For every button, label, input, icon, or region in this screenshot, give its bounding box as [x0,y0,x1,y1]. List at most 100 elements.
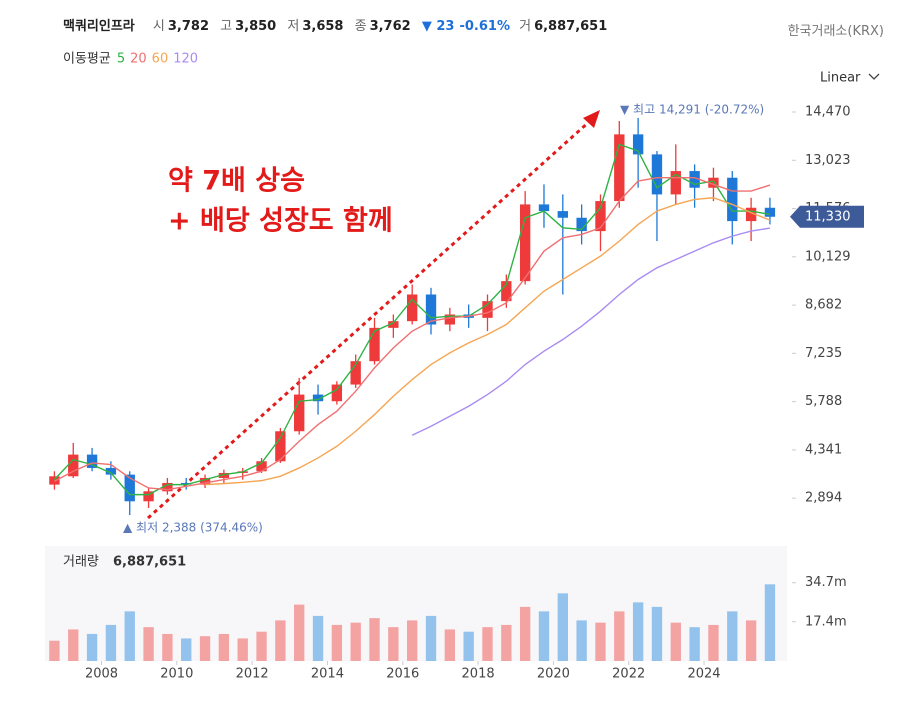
y-tick-label: 7,235 [805,346,842,361]
arrow-head [583,110,600,128]
candle-body [294,394,305,432]
candle-body [576,217,587,232]
x-tick-label: 2024 [687,667,720,682]
change: ▼ 23 [421,19,455,34]
volume-bar [406,620,418,661]
candle-body [708,177,719,188]
volume-bar [463,631,474,661]
volume-bar [689,627,700,661]
volume-bar [294,604,305,661]
volume-bar [218,633,230,661]
legend-entry: 20 [130,52,147,67]
candle-body [519,204,531,282]
y-tick-label: 34.7m [805,575,847,590]
candle-body [425,294,437,325]
candle-body [181,482,192,485]
candle-body [482,301,493,318]
volume-bar [708,624,719,661]
quote-label: 거 [519,19,532,34]
x-tick-label: 2016 [386,667,419,682]
volume-bar [312,615,324,661]
y-tick-label: 17.4m [805,614,847,629]
chevron[interactable] [868,73,880,80]
candle-body [727,177,738,222]
candle-body [312,394,324,402]
quote-label: 고 [220,19,233,34]
volume-bar [538,611,550,661]
y-tick-label: 5,788 [805,394,842,409]
volume-bar [727,611,738,661]
candle-body [143,491,154,502]
candle-body [331,384,343,402]
change-rate: -0.61% [459,19,510,34]
candle-body [124,474,135,502]
high-annotation: ▼ 최고 14,291 (-20.72%) [620,103,764,117]
x-tick-label: 2008 [85,667,118,682]
ma-line [53,143,771,496]
volume-bar [49,640,60,661]
last-price-label: 11,330 [805,209,851,224]
y-tick-label: 8,682 [805,298,842,313]
volume-bar [745,620,757,661]
volume-bar [331,624,343,661]
candle-body [538,204,550,212]
last-price-tag [790,205,864,228]
candle-body [557,211,568,218]
volume-bar [632,602,644,661]
volume-bar [105,624,117,661]
callout: 약 7배 상승 [168,166,305,197]
x-tick-label: 2012 [236,667,269,682]
quote-label: 저 [287,19,300,34]
legend-entry: 120 [173,52,198,67]
candle-body [256,461,267,472]
callout: + 배당 성장도 함께 [168,206,393,237]
volume-bar [444,629,456,661]
ma-line [411,227,771,436]
volume-bar [124,611,135,661]
legend-title: 이동평균 [63,52,111,67]
candle-body [745,207,757,222]
legend-entry: 5 [117,52,125,67]
legend-entry: 60 [152,52,169,67]
volume-bar [651,606,663,661]
quote-value: 6,887,651 [534,19,608,34]
candle-body [49,476,60,485]
candle-body [68,454,79,477]
quote-label: 시 [152,19,165,34]
scale-toggle[interactable]: Linear [820,71,861,86]
volume-bar [557,593,568,661]
candle-body [388,321,399,328]
volume-bar [576,620,587,661]
volume-bar [68,629,79,661]
candle-body [595,201,606,232]
volume-bar [143,627,154,661]
volume-bar [162,633,173,661]
trend-arrow [146,119,592,520]
candle-body [689,171,700,188]
volume-bar [670,622,681,661]
candle-body [199,477,211,485]
x-tick-label: 2022 [612,667,645,682]
y-tick-label: 2,894 [805,491,842,506]
stock-name: 맥쿼리인프라 [63,19,135,34]
quote-value: 3,762 [369,19,411,34]
candle-body [632,134,644,155]
volume-bar [199,636,211,661]
candle-body [670,171,681,195]
x-tick-label: 2020 [537,667,570,682]
candle-body [614,134,625,202]
candle-body [444,314,456,325]
candle-body [275,431,286,462]
candle-body [105,467,117,475]
quote-value: 3,658 [302,19,344,34]
volume-bar [237,638,248,661]
candle-body [350,361,361,385]
volume-bar [181,638,192,661]
candle-body [501,281,512,302]
y-tick-label: 14,470 [805,105,851,120]
volume-bar [425,615,437,661]
ma-line [54,177,771,491]
volume-bar [501,624,512,661]
quote-header: 맥쿼리인프라 시 3,782 고 3,850 저 3,658 종 3,762 ▼ 23-… [63,15,614,34]
